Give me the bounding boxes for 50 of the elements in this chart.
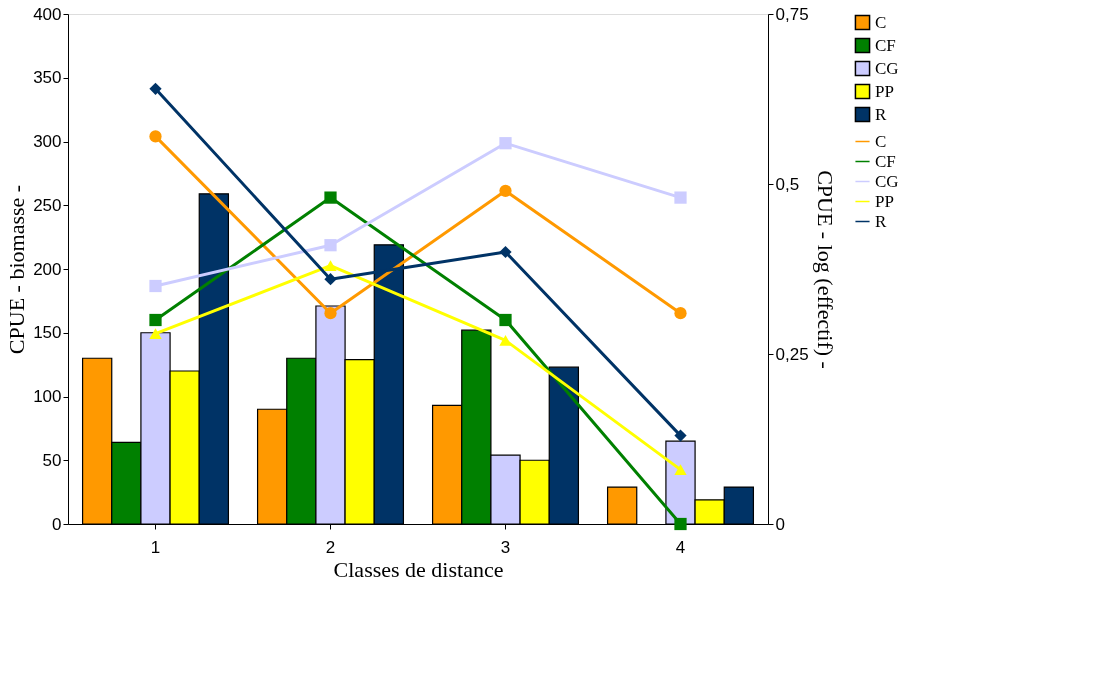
y-tick-label: 100 <box>33 387 62 406</box>
legend-label: C <box>875 131 887 151</box>
y2-tick-label: 0,5 <box>775 174 800 194</box>
y-axis-title: CPUE - biomasse - <box>4 184 30 355</box>
y2-tick-label: 0,75 <box>775 4 809 24</box>
point <box>149 328 162 339</box>
y2-tick-label: 0 <box>775 514 785 534</box>
legend-label: R <box>875 211 887 231</box>
legend-label: CF <box>875 151 896 171</box>
point <box>324 307 337 320</box>
point <box>674 517 687 531</box>
point <box>324 191 337 204</box>
point <box>499 137 512 150</box>
point <box>324 260 337 271</box>
legend-label: C <box>875 12 887 32</box>
legend-label: CF <box>875 35 896 55</box>
y-tick-label: 200 <box>33 259 62 279</box>
point <box>149 313 162 327</box>
point <box>149 279 162 293</box>
point <box>324 239 337 252</box>
point <box>499 245 512 259</box>
y-tick-label: 150 <box>33 323 62 343</box>
point <box>149 82 162 95</box>
point <box>324 273 337 286</box>
y-tick-label: 350 <box>33 68 62 88</box>
y-tick-label: 250 <box>33 195 62 215</box>
point <box>499 313 512 327</box>
y2-tick-label: 0,25 <box>775 344 809 364</box>
x-tick-label: 1 <box>150 537 161 557</box>
x-tick-label: 2 <box>325 537 336 557</box>
point <box>674 307 687 320</box>
y-tick-label: 400 <box>33 4 62 24</box>
x-tick-label: 3 <box>500 537 511 557</box>
y-tick-label: 0 <box>52 514 62 534</box>
point <box>499 184 512 197</box>
point <box>149 130 162 143</box>
legend-label: CG <box>875 171 899 191</box>
point <box>674 429 687 442</box>
legend-label: PP <box>875 81 894 101</box>
x-tick-label: 4 <box>675 537 686 557</box>
point <box>674 191 687 204</box>
point <box>499 335 512 346</box>
point <box>674 464 687 475</box>
legend-label: CG <box>875 58 899 78</box>
y2-axis-title: CPUE - log (effectif) - <box>812 170 838 369</box>
legend-label: PP <box>875 191 894 211</box>
y-tick-label: 300 <box>33 132 62 151</box>
x-axis-title: Classes de distance <box>333 556 504 582</box>
y-tick-label: 50 <box>42 450 62 470</box>
legend-label: R <box>875 104 887 124</box>
